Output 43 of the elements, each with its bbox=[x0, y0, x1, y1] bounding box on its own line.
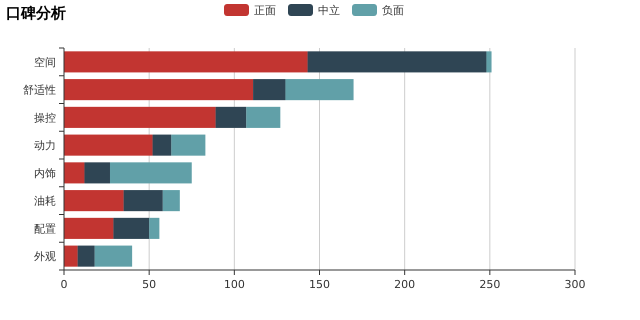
y-tick-label: 舒适性 bbox=[23, 84, 56, 97]
bar bbox=[84, 162, 110, 184]
x-tick-label: 0 bbox=[60, 278, 68, 291]
bar bbox=[64, 162, 84, 184]
y-tick-label: 外观 bbox=[34, 250, 56, 264]
bar bbox=[124, 190, 163, 212]
bar bbox=[149, 218, 160, 239]
bar bbox=[64, 134, 153, 156]
bar bbox=[162, 190, 180, 212]
y-tick-label: 内饰 bbox=[34, 166, 56, 180]
bar bbox=[285, 79, 354, 100]
bar bbox=[64, 246, 78, 267]
legend-label: 中立 bbox=[318, 4, 340, 17]
legend-label: 负面 bbox=[382, 4, 404, 17]
x-tick-label: 150 bbox=[309, 278, 330, 291]
bar bbox=[94, 246, 132, 267]
y-tick-label: 空间 bbox=[34, 56, 56, 69]
chart-title: 口碑分析 bbox=[6, 4, 66, 22]
bar bbox=[246, 106, 280, 128]
bar bbox=[64, 79, 254, 100]
x-tick-label: 300 bbox=[564, 278, 586, 291]
bar bbox=[113, 218, 150, 239]
y-tick-label: 油耗 bbox=[34, 194, 56, 208]
bar bbox=[253, 79, 286, 100]
legend-label: 正面 bbox=[254, 4, 276, 17]
x-tick-label: 250 bbox=[479, 278, 500, 291]
bar bbox=[486, 51, 492, 72]
bar bbox=[110, 162, 192, 184]
bar bbox=[64, 51, 308, 72]
x-tick-label: 50 bbox=[142, 278, 156, 291]
y-tick-label: 动力 bbox=[34, 139, 56, 152]
bar bbox=[171, 134, 206, 156]
bar bbox=[308, 51, 486, 72]
bar bbox=[216, 106, 246, 128]
bar bbox=[152, 134, 172, 156]
bar bbox=[64, 218, 114, 239]
y-tick-label: 操控 bbox=[34, 111, 56, 124]
bar bbox=[78, 246, 95, 267]
x-tick-label: 200 bbox=[394, 278, 416, 291]
y-tick-label: 配置 bbox=[34, 222, 56, 236]
x-tick-label: 100 bbox=[224, 278, 245, 291]
bar bbox=[64, 106, 216, 128]
bar bbox=[64, 190, 124, 212]
